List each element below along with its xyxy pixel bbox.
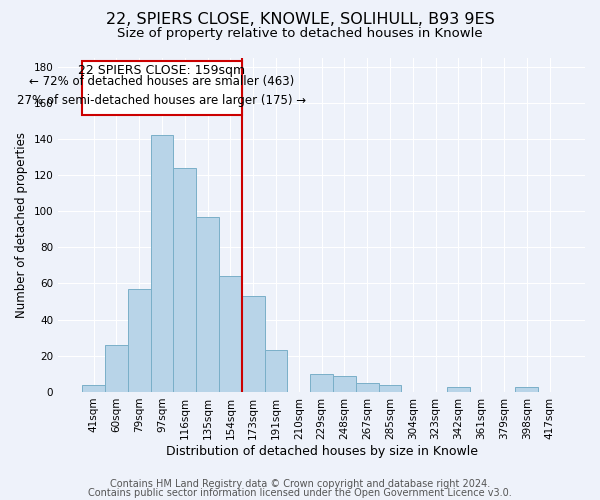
Text: 22 SPIERS CLOSE: 159sqm: 22 SPIERS CLOSE: 159sqm <box>79 64 245 76</box>
Y-axis label: Number of detached properties: Number of detached properties <box>15 132 28 318</box>
Bar <box>219 276 242 392</box>
Bar <box>265 350 287 392</box>
Bar <box>128 289 151 392</box>
Bar <box>173 168 196 392</box>
Text: Contains HM Land Registry data © Crown copyright and database right 2024.: Contains HM Land Registry data © Crown c… <box>110 479 490 489</box>
Bar <box>151 135 173 392</box>
Bar <box>196 216 219 392</box>
Bar <box>105 345 128 392</box>
Text: Size of property relative to detached houses in Knowle: Size of property relative to detached ho… <box>117 28 483 40</box>
Bar <box>515 386 538 392</box>
Bar <box>310 374 333 392</box>
Text: 22, SPIERS CLOSE, KNOWLE, SOLIHULL, B93 9ES: 22, SPIERS CLOSE, KNOWLE, SOLIHULL, B93 … <box>106 12 494 28</box>
Bar <box>333 376 356 392</box>
Text: Contains public sector information licensed under the Open Government Licence v3: Contains public sector information licen… <box>88 488 512 498</box>
Bar <box>379 384 401 392</box>
Bar <box>242 296 265 392</box>
Bar <box>356 383 379 392</box>
Text: ← 72% of detached houses are smaller (463): ← 72% of detached houses are smaller (46… <box>29 75 295 88</box>
Bar <box>447 386 470 392</box>
Text: 27% of semi-detached houses are larger (175) →: 27% of semi-detached houses are larger (… <box>17 94 307 106</box>
Bar <box>82 384 105 392</box>
X-axis label: Distribution of detached houses by size in Knowle: Distribution of detached houses by size … <box>166 444 478 458</box>
